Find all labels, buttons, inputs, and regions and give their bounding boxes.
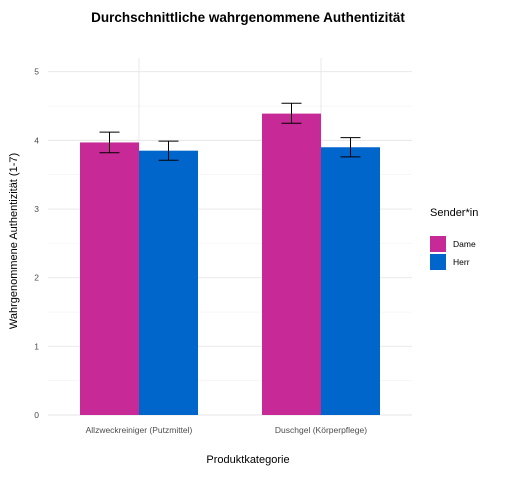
x-axis-ticks: Allzweckreiniger (Putzmittel) Duschgel (K… [86, 425, 368, 435]
bars [80, 113, 380, 416]
x-tick-label: Duschgel (Körperpflege) [275, 425, 367, 435]
x-tick-label: Allzweckreiniger (Putzmittel) [86, 425, 193, 435]
legend-label-dame: Dame [453, 239, 476, 249]
error-bars [99, 102, 361, 161]
y-tick-label: 0 [34, 410, 39, 420]
y-tick-label: 1 [34, 341, 39, 351]
bar-herr [321, 147, 380, 415]
legend: Sender*in Dame Herr [430, 207, 478, 270]
bar-dame [80, 142, 139, 416]
legend-swatch-dame [430, 236, 446, 252]
y-axis-ticks: 0 1 2 3 4 5 [34, 67, 39, 420]
legend-label-herr: Herr [453, 257, 470, 267]
y-tick-label: 3 [34, 204, 39, 214]
y-tick-label: 5 [34, 67, 39, 77]
legend-swatch-herr [430, 254, 446, 270]
bar-dame [262, 113, 321, 415]
x-axis-label: Produktkategorie [206, 454, 289, 466]
legend-title: Sender*in [430, 207, 478, 219]
bar-herr [139, 150, 198, 416]
y-axis-label: Wahrgenommene Authentizität (1-7) [8, 153, 20, 329]
chart-title: Durchschnittliche wahrgenommene Authenti… [91, 10, 405, 25]
y-tick-label: 4 [34, 135, 39, 145]
y-tick-label: 2 [34, 273, 39, 283]
